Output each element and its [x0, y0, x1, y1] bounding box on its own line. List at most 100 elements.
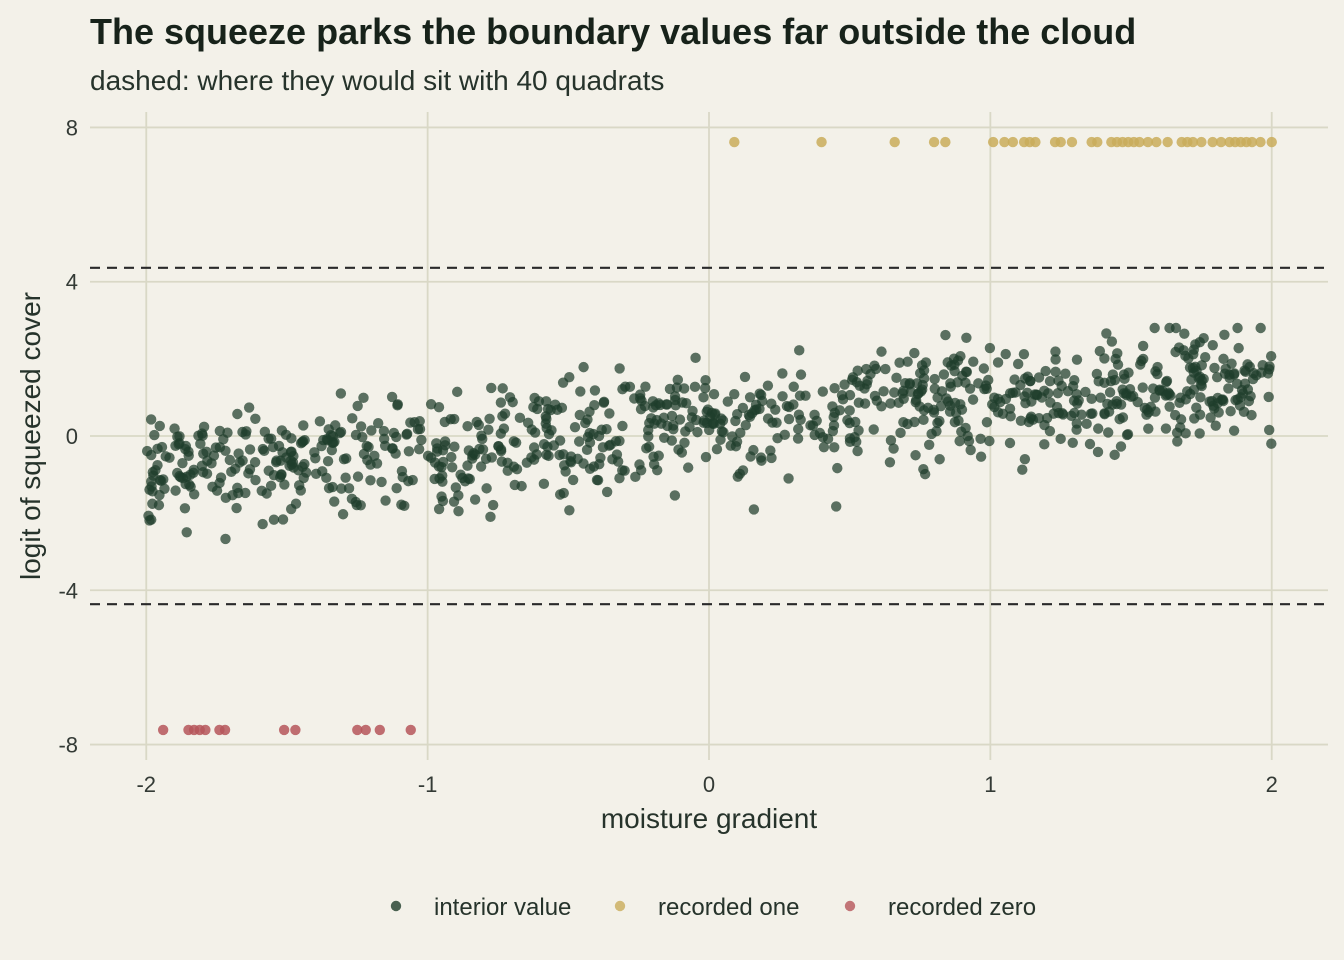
interior-value-point — [852, 445, 863, 457]
x-tick-label: 2 — [1266, 772, 1278, 797]
interior-value-point — [170, 440, 181, 451]
interior-value-point — [330, 420, 341, 431]
interior-value-point — [708, 388, 720, 400]
interior-value-point — [960, 422, 971, 434]
interior-value-point — [748, 504, 760, 515]
interior-value-point — [226, 466, 237, 478]
interior-value-point — [923, 439, 935, 450]
interior-value-point — [1198, 373, 1209, 385]
interior-value-point — [265, 480, 277, 492]
interior-value-point — [945, 381, 956, 393]
interior-value-point — [365, 475, 376, 486]
x-axis-ticks: -2 -1 0 1 2 — [136, 772, 1277, 797]
interior-value-point — [508, 461, 520, 472]
interior-value-point — [767, 417, 778, 428]
interior-value-point — [895, 427, 906, 439]
interior-value-point — [643, 441, 655, 452]
interior-value-point — [1072, 398, 1083, 409]
x-tick-label: 0 — [703, 772, 715, 797]
interior-value-point — [352, 400, 363, 412]
interior-value-point — [1237, 388, 1249, 399]
interior-value-point — [369, 450, 380, 462]
interior-value-point — [436, 491, 447, 502]
interior-value-point — [981, 417, 993, 428]
interior-value-point — [1263, 391, 1274, 403]
interior-value-point — [978, 363, 990, 374]
recorded-one-point — [928, 136, 940, 148]
interior-value-point — [318, 434, 329, 446]
interior-value-point — [309, 447, 320, 458]
interior-value-point — [1004, 437, 1016, 449]
interior-value-point — [926, 428, 937, 440]
interior-value-point — [412, 424, 424, 435]
interior-value-point — [1056, 380, 1067, 392]
interior-value-point — [298, 420, 309, 431]
interior-value-point — [1223, 383, 1234, 394]
recorded-one-point — [1207, 136, 1218, 148]
interior-value-point — [521, 457, 533, 468]
interior-value-point — [497, 383, 508, 394]
interior-value-point — [1204, 396, 1215, 407]
interior-value-point — [340, 472, 351, 483]
interior-value-point — [325, 429, 337, 441]
interior-value-point — [1209, 362, 1220, 374]
interior-value-point — [1210, 420, 1221, 431]
interior-value-point — [594, 459, 605, 470]
interior-value-point — [335, 388, 347, 399]
interior-value-point — [828, 420, 840, 431]
interior-value-point — [250, 474, 261, 486]
interior-value-point — [788, 381, 799, 392]
interior-value-point — [885, 435, 897, 446]
interior-value-point — [1233, 342, 1244, 354]
interior-value-point — [689, 381, 701, 393]
interior-value-point — [1019, 453, 1031, 465]
interior-value-point — [725, 440, 736, 451]
interior-value-point — [1228, 425, 1240, 436]
interior-value-point — [905, 386, 917, 398]
interior-value-point — [1266, 438, 1277, 449]
interior-value-point — [684, 421, 695, 433]
interior-value-point — [732, 471, 743, 482]
interior-value-point — [201, 446, 212, 457]
interior-value-point — [244, 444, 256, 455]
interior-value-point — [469, 494, 481, 505]
interior-value-point — [459, 476, 471, 487]
interior-value-point — [884, 457, 896, 468]
interior-value-point — [748, 444, 759, 456]
legend-key-recorded-zero — [844, 900, 856, 912]
interior-value-point — [942, 396, 954, 407]
interior-value-point — [376, 476, 387, 488]
interior-value-point — [766, 452, 777, 464]
interior-value-point — [809, 409, 820, 421]
interior-value-point — [336, 483, 347, 494]
interior-value-point — [634, 459, 645, 470]
recorded-one-point — [1007, 136, 1019, 148]
interior-value-point — [878, 386, 889, 397]
data-points — [141, 136, 1277, 736]
interior-value-point — [1036, 392, 1048, 403]
recorded-one-point — [999, 136, 1010, 148]
interior-value-point — [678, 383, 690, 394]
interior-value-point — [783, 473, 794, 484]
recorded-one-point — [1066, 136, 1078, 148]
interior-value-point — [831, 501, 842, 512]
interior-value-point — [661, 399, 672, 410]
interior-value-point — [636, 395, 647, 407]
y-axis-label: logit of squeezed cover — [15, 292, 46, 580]
interior-value-point — [1039, 439, 1050, 450]
interior-value-point — [698, 392, 709, 403]
interior-value-point — [1264, 424, 1275, 436]
interior-value-point — [380, 495, 391, 506]
interior-value-point — [852, 365, 863, 376]
interior-value-point — [1012, 358, 1024, 370]
recorded-one-point — [889, 136, 900, 148]
interior-value-point — [1018, 348, 1030, 360]
interior-value-point — [528, 442, 540, 453]
y-tick-label: -4 — [58, 578, 78, 603]
interior-value-point — [1044, 375, 1056, 387]
interior-value-point — [446, 462, 458, 473]
interior-value-point — [589, 385, 601, 396]
interior-value-point — [876, 346, 887, 357]
interior-value-point — [1109, 374, 1121, 386]
interior-value-point — [1178, 345, 1189, 356]
